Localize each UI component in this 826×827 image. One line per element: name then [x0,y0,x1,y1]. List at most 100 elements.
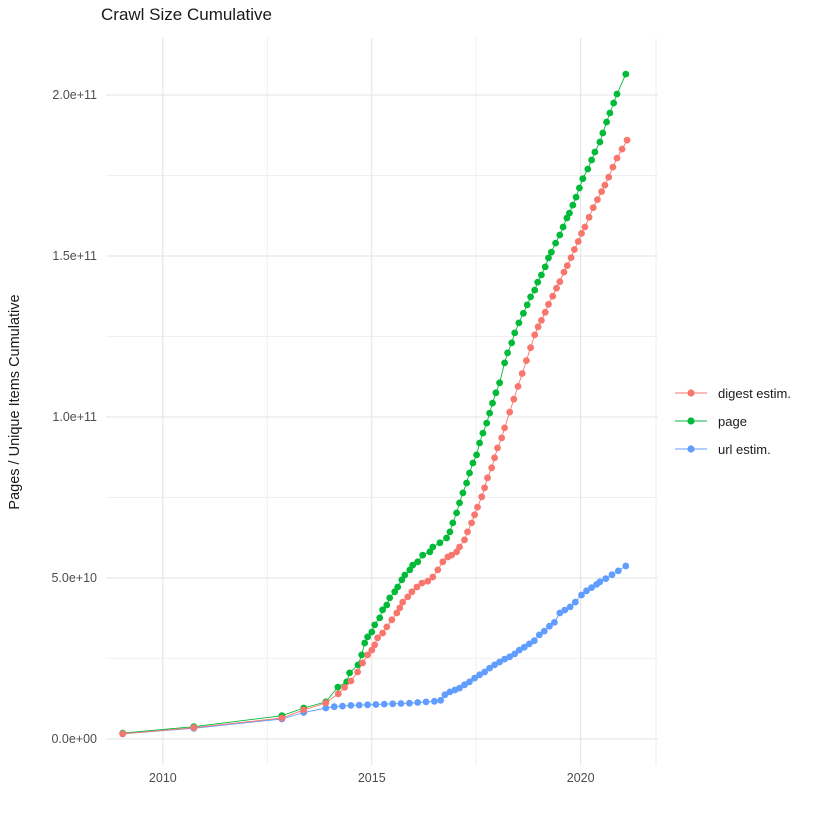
data-point [545,300,552,308]
data-point [546,622,553,630]
data-point [476,439,483,447]
data-point [453,509,460,517]
data-point [486,664,493,672]
data-point [591,148,599,156]
data-point [506,408,514,416]
data-point [538,271,545,279]
data-point [322,704,330,712]
data-point [424,577,432,585]
data-point [434,566,442,574]
data-point [355,701,363,709]
data-point [379,606,386,614]
data-point [504,349,511,357]
data-point [361,639,369,647]
data-point [527,293,534,301]
data-point [339,702,346,710]
data-point [408,588,416,596]
data-point [437,696,445,704]
data-point [429,573,437,581]
y-tick-label: 2.0e+11 [52,87,97,102]
data-point [441,691,449,699]
data-point [506,653,514,661]
data-point [608,571,616,579]
data-point [439,558,447,566]
data-point [603,118,610,126]
data-point [376,614,384,622]
data-point [414,558,422,566]
data-point [394,583,402,591]
data-point [491,454,498,462]
data-point [372,701,380,708]
y-tick-label: 5.0e+10 [51,570,97,585]
data-point [398,576,406,584]
data-point [501,359,508,367]
data-point [379,629,386,637]
data-point [459,489,467,497]
data-point [606,109,614,117]
data-point [474,503,481,511]
data-point [448,551,455,559]
data-point [559,223,567,231]
data-point [334,683,342,691]
data-point [514,383,522,390]
data-point [556,609,564,617]
x-tick-label: 2010 [148,771,177,785]
data-point [574,238,582,245]
y-tick-label: 1.5e+11 [52,248,97,263]
data-point [566,209,573,217]
data-point [553,284,560,292]
legend-key-digest-estim [675,389,707,397]
data-point [476,671,483,679]
data-point [371,621,379,629]
data-point [552,239,559,247]
data-point [368,628,376,636]
data-point [571,246,578,253]
data-point [341,684,348,691]
data-point [190,724,198,732]
data-point [419,551,427,559]
data-point [426,548,434,556]
data-point [322,699,330,707]
data-point [525,640,533,648]
data-point [548,248,555,256]
data-point [446,528,454,536]
legend-label: page [718,413,747,429]
data-point [436,539,444,547]
x-tick-label: 2015 [357,771,386,785]
legend-key-page [675,417,707,425]
data-point [569,201,577,209]
data-point [602,575,610,582]
data-point [589,204,597,212]
data-point [464,528,471,536]
series-line-digest-estim- [122,139,628,735]
data-point [609,163,617,171]
data-point [461,536,468,544]
data-point [393,609,401,617]
data-point [401,571,409,579]
data-point [456,684,463,692]
data-point [583,587,590,595]
data-point [431,697,438,705]
data-point [594,196,601,204]
data-point [469,459,477,467]
data-point [489,399,496,407]
data-point [364,633,371,641]
y-tick-label: 0.0e+00 [51,731,97,746]
data-point [518,370,526,377]
data-point [484,474,491,482]
data-point [374,634,381,642]
data-point [399,598,407,606]
data-point [576,184,583,192]
data-point [471,674,478,682]
data-point [397,700,405,707]
data-point [496,379,503,387]
data-point [496,658,503,666]
data-point [364,651,371,659]
data-point [456,499,463,507]
data-point [483,419,491,427]
data-point [481,668,488,676]
data-point [389,700,397,708]
data-point [538,317,545,324]
data-point [492,389,500,397]
data-point [560,268,568,276]
